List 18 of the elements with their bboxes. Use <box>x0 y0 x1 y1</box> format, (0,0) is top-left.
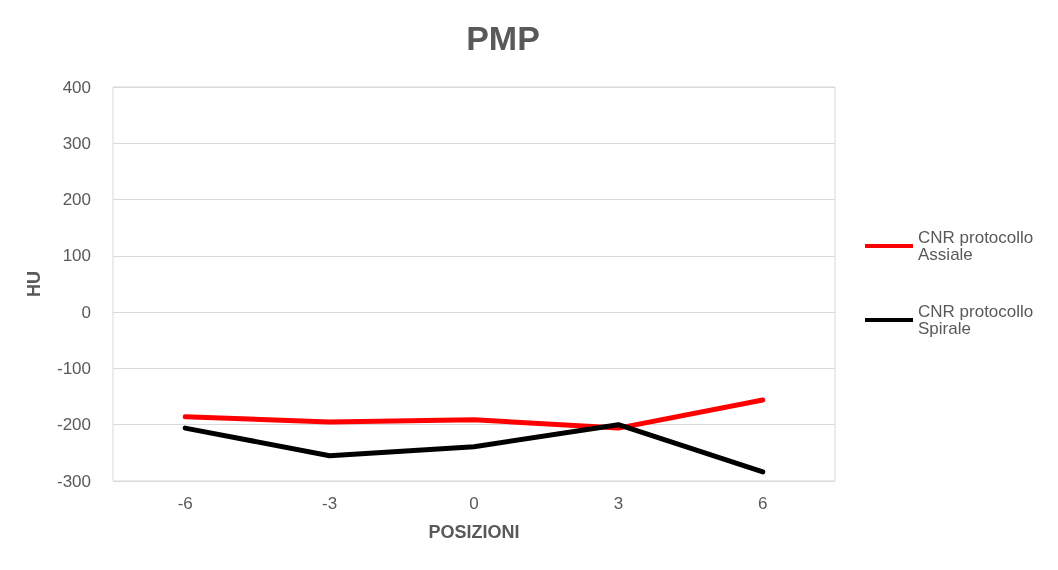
x-tick-label: 3 <box>613 494 624 513</box>
x-tick-label: -3 <box>322 494 338 513</box>
legend-label: CNR protocollo Assiale <box>918 228 1039 264</box>
legend-label: CNR protocollo Spirale <box>918 302 1039 338</box>
y-tick-label: 100 <box>62 246 91 266</box>
y-axis-title: HU <box>24 271 44 297</box>
x-axis-title: POSIZIONI <box>428 522 520 542</box>
x-tick-label: 6 <box>758 494 768 513</box>
chart-title: PMP <box>466 19 540 57</box>
y-tick-label: -200 <box>56 415 91 435</box>
y-tick-label: -100 <box>56 358 91 378</box>
y-tick-label: -300 <box>56 471 91 491</box>
y-tick-label: 200 <box>62 190 91 210</box>
x-tick-label: -6 <box>177 494 193 513</box>
y-tick-label: 400 <box>62 77 91 97</box>
y-tick-label: 300 <box>62 133 91 153</box>
y-tick-label: 0 <box>81 302 91 322</box>
x-tick-label: 0 <box>469 494 479 513</box>
